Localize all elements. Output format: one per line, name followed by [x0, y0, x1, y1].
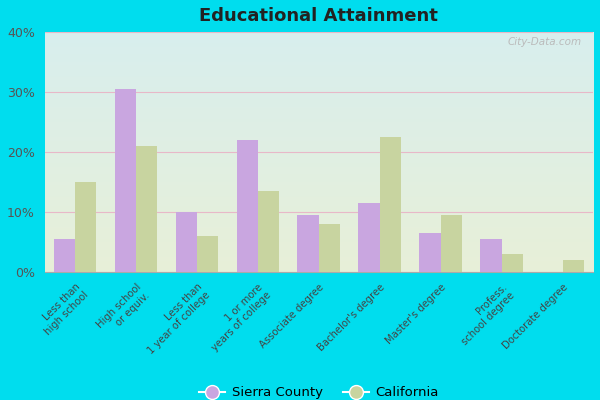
Bar	[197, 236, 218, 272]
Bar	[258, 191, 279, 272]
Bar	[358, 203, 380, 272]
Text: City-Data.com: City-Data.com	[508, 37, 582, 47]
Bar	[481, 239, 502, 272]
Bar	[53, 239, 75, 272]
Title: Educational Attainment: Educational Attainment	[199, 7, 438, 25]
Bar	[236, 140, 258, 272]
Bar	[563, 260, 584, 272]
Bar	[298, 215, 319, 272]
Bar	[176, 212, 197, 272]
Bar	[419, 233, 440, 272]
Bar	[380, 137, 401, 272]
Bar	[75, 182, 97, 272]
Bar	[319, 224, 340, 272]
Bar	[136, 146, 157, 272]
Bar	[440, 215, 462, 272]
Bar	[502, 254, 523, 272]
Bar	[115, 89, 136, 272]
Legend: Sierra County, California: Sierra County, California	[193, 381, 444, 400]
